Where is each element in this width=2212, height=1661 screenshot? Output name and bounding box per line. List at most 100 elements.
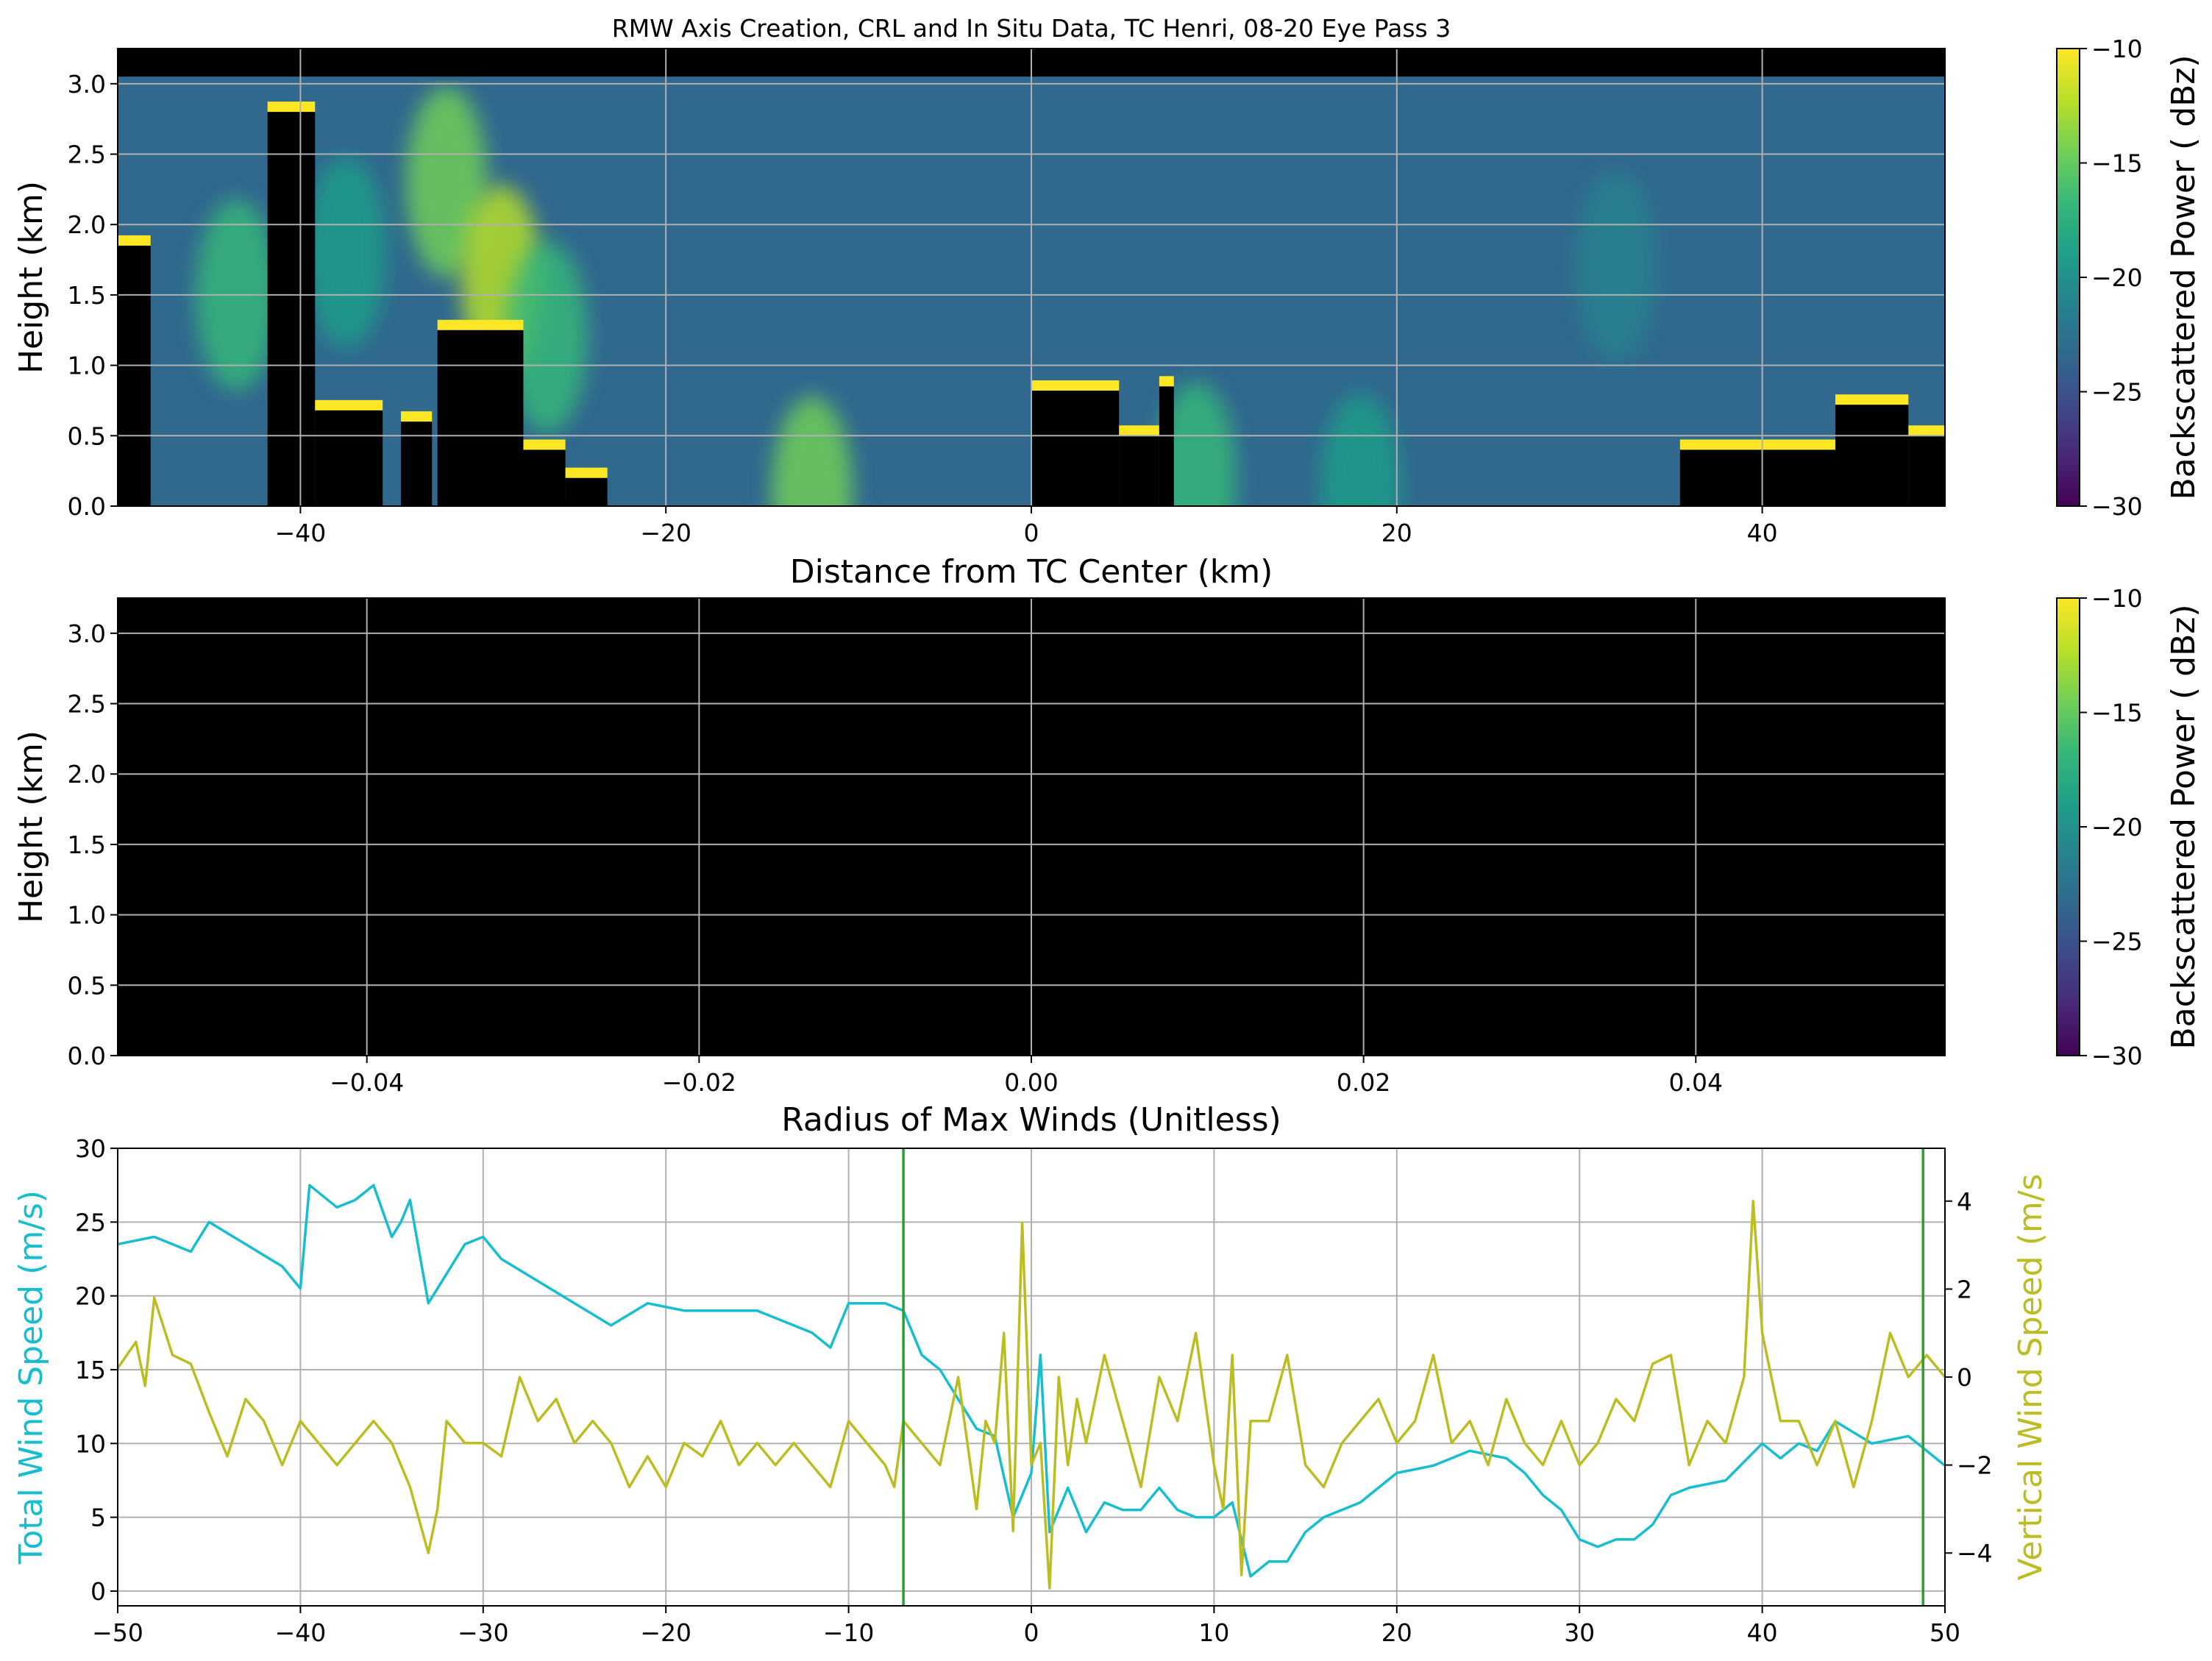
cloud-column xyxy=(401,422,433,506)
y-tick-label: 1.0 xyxy=(68,901,106,930)
left-tick-label: 30 xyxy=(75,1134,106,1163)
x-tick-label: −0.04 xyxy=(330,1068,404,1097)
left-tick-label: 15 xyxy=(75,1356,106,1384)
colorbar-2-gradient xyxy=(2056,597,2080,1056)
cloud-top-echo xyxy=(1159,376,1174,388)
x-tick-label: 0.00 xyxy=(1004,1068,1058,1097)
cloud-top-echo xyxy=(1031,380,1120,393)
y-tick-label: 1.5 xyxy=(68,831,106,859)
y-tick-label: 1.5 xyxy=(68,281,106,310)
y-tick-label: 2.5 xyxy=(68,141,106,169)
y-tick-label: 0.5 xyxy=(68,422,106,450)
left-tick-label: 10 xyxy=(75,1429,106,1458)
winds-left-ticks: 0 5 10 15 20 25 30 xyxy=(75,1134,118,1606)
cloud-column xyxy=(1679,449,1835,506)
colorbar-2-label: Backscattered Power ( dBz) xyxy=(2165,604,2202,1049)
colorbar-1-label: Backscattered Power ( dBz) xyxy=(2165,54,2202,499)
cloud-column xyxy=(523,449,566,506)
right-tick-label: 4 xyxy=(1957,1187,1972,1216)
colorbar-2: −30 −25 −20 −15 −10 Backscattered Power ( dB… xyxy=(2056,584,2202,1070)
colorbar-tick-label: −10 xyxy=(2091,35,2143,63)
crl-rmw-y-ticks: 0.0 0.5 1.0 1.5 2.0 2.5 3.0 xyxy=(68,619,118,1070)
crl-rmw-x-ticks: −0.04 −0.02 0.00 0.02 0.04 xyxy=(330,1056,1723,1097)
cloud-top-echo xyxy=(565,467,608,480)
colorbar-tick-label: −15 xyxy=(2091,149,2143,178)
crl-distance-x-label: Distance from TC Center (km) xyxy=(790,553,1273,591)
y-tick-label: 2.0 xyxy=(68,210,106,239)
cloud-column xyxy=(1159,386,1174,506)
cloud-column xyxy=(1119,435,1159,506)
cloud-column xyxy=(1908,435,1945,506)
crl-distance-grid xyxy=(118,49,1945,507)
y-tick-label: 1.0 xyxy=(68,352,106,380)
heatmap-plume xyxy=(406,86,488,278)
cloud-top-echo xyxy=(1679,439,1835,452)
winds-right-axis-label: Vertical Wind Speed (m/s xyxy=(2012,1174,2049,1581)
heatmap-plume xyxy=(305,157,387,349)
colorbar-2-ticks: −30 −25 −20 −15 −10 xyxy=(2080,584,2143,1070)
cloud-column xyxy=(565,477,608,506)
colorbar-tick-label: −20 xyxy=(2091,813,2143,842)
cloud-column xyxy=(1835,405,1909,506)
y-tick-label: 0.5 xyxy=(68,971,106,1000)
crl-distance-x-ticks: −40 −20 0 20 40 xyxy=(275,506,1778,547)
y-tick-label: 0.0 xyxy=(68,1042,106,1070)
x-tick-label: 0 xyxy=(1024,519,1039,547)
winds-x-ticks: −50 −40 −30 −20 −10 0 10 20 30 40 50 xyxy=(92,1606,1960,1647)
panel-crl-rmw: −0.04 −0.02 0.00 0.02 0.04 0.0 0.5 1.0 1.5 2.0 2.… xyxy=(13,584,2202,1139)
heatmap-plume xyxy=(1320,394,1401,506)
cloud-top-echo xyxy=(118,235,151,247)
left-tick-label: 0 xyxy=(90,1577,106,1606)
right-tick-label: 0 xyxy=(1957,1363,1972,1392)
right-tick-label: −2 xyxy=(1957,1451,1993,1480)
cloud-top-echo xyxy=(401,411,433,424)
colorbar-tick-label: −15 xyxy=(2091,699,2143,728)
y-tick-label: 3.0 xyxy=(68,619,106,648)
colorbar-tick-label: −25 xyxy=(2091,928,2143,956)
x-tick-label: 0.02 xyxy=(1337,1068,1390,1097)
heatmap-plume xyxy=(1155,382,1237,506)
cloud-top-echo xyxy=(1908,425,1945,438)
left-tick-label: 5 xyxy=(90,1504,106,1532)
x-tick-label: −50 xyxy=(92,1618,143,1647)
x-tick-label: 40 xyxy=(1747,519,1778,547)
crl-distance-y-ticks: 0.0 0.5 1.0 1.5 2.0 2.5 3.0 xyxy=(68,70,118,521)
cloud-column xyxy=(437,330,524,506)
cloud-top-echo xyxy=(437,319,524,332)
y-tick-label: 2.0 xyxy=(68,760,106,789)
crl-distance-y-label: Height (km) xyxy=(13,181,50,374)
x-tick-label: −40 xyxy=(275,1618,327,1647)
y-tick-label: 2.5 xyxy=(68,690,106,719)
x-tick-label: 0 xyxy=(1024,1618,1039,1647)
cloud-top-echo xyxy=(1835,394,1909,407)
colorbar-tick-label: −25 xyxy=(2091,378,2143,407)
vertical-wind-line xyxy=(118,1200,1945,1590)
cloud-column xyxy=(1031,391,1120,506)
crl-rmw-x-label: Radius of Max Winds (Unitless) xyxy=(781,1101,1281,1139)
x-tick-label: 40 xyxy=(1747,1618,1778,1647)
y-tick-label: 0.0 xyxy=(68,492,106,521)
cloud-column xyxy=(118,245,151,506)
colorbar-tick-label: −30 xyxy=(2091,1042,2143,1070)
right-tick-label: 2 xyxy=(1957,1275,1972,1303)
x-tick-label: −10 xyxy=(823,1618,875,1647)
panel-crl-distance: −40 −20 0 20 40 0.0 0.5 1.0 1.5 2.0 2.5 3.0 Distan… xyxy=(13,35,2202,591)
x-tick-label: −20 xyxy=(640,1618,691,1647)
x-tick-label: 10 xyxy=(1198,1618,1229,1647)
panel-in-situ-winds: −50 −40 −30 −20 −10 0 10 20 30 40 50 051015202530 … xyxy=(13,1134,2049,1647)
cloud-column xyxy=(267,112,316,506)
cloud-top-echo xyxy=(267,102,316,114)
x-tick-label: 20 xyxy=(1381,1618,1412,1647)
winds-left-axis-label: Total Wind Speed (m/s) xyxy=(13,1190,50,1565)
winds-plot-area xyxy=(118,1148,1945,1606)
winds-right-ticks: −4 −2 0 2 4 xyxy=(1945,1187,1993,1568)
heatmap-plume xyxy=(771,396,853,506)
figure-title: RMW Axis Creation, CRL and In Situ Data,… xyxy=(612,14,1451,43)
x-tick-label: −30 xyxy=(458,1618,509,1647)
cloud-top-echo xyxy=(1119,425,1159,438)
cloud-top-echo xyxy=(315,399,383,412)
winds-grid xyxy=(117,1148,1946,1606)
heatmap-plume xyxy=(506,241,588,433)
x-tick-label: 20 xyxy=(1381,519,1412,547)
